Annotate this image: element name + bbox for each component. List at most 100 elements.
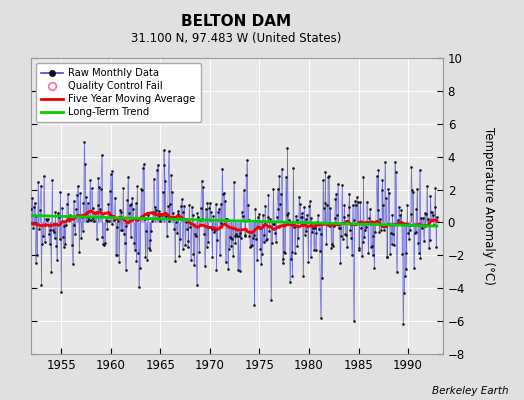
Point: [232, 231, 241, 237]
Point: [193, 210, 202, 216]
Point: [78, 214, 86, 220]
Point: [182, 219, 190, 225]
Point: [373, 173, 381, 180]
Point: [392, 269, 401, 276]
Point: [343, 244, 351, 251]
Point: [433, 214, 441, 220]
Point: [324, 174, 332, 180]
Point: [172, 219, 180, 225]
Point: [48, 177, 56, 183]
Point: [212, 201, 220, 207]
Point: [73, 192, 81, 198]
Point: [191, 231, 199, 238]
Point: [204, 239, 212, 245]
Point: [305, 198, 314, 204]
Point: [69, 261, 77, 268]
Point: [63, 200, 71, 207]
Point: [250, 302, 259, 308]
Point: [136, 215, 145, 221]
Point: [176, 236, 184, 242]
Point: [198, 178, 206, 184]
Point: [265, 228, 274, 234]
Point: [402, 250, 411, 256]
Point: [175, 252, 183, 259]
Point: [282, 174, 290, 180]
Point: [46, 241, 54, 247]
Point: [160, 162, 169, 168]
Point: [355, 247, 364, 253]
Point: [309, 224, 318, 231]
Point: [225, 233, 234, 240]
Point: [269, 186, 278, 192]
Point: [216, 200, 225, 207]
Point: [107, 221, 116, 227]
Point: [429, 212, 437, 218]
Point: [66, 217, 74, 224]
Point: [274, 186, 282, 192]
Point: [192, 233, 200, 240]
Point: [278, 260, 287, 266]
Point: [410, 264, 418, 271]
Point: [75, 249, 83, 255]
Point: [106, 188, 114, 195]
Point: [152, 207, 160, 214]
Point: [188, 212, 196, 218]
Point: [423, 182, 431, 189]
Point: [272, 239, 280, 245]
Point: [218, 166, 226, 172]
Point: [83, 199, 92, 206]
Point: [387, 241, 396, 247]
Point: [245, 233, 254, 239]
Point: [318, 275, 326, 282]
Point: [263, 236, 271, 242]
Point: [109, 213, 117, 219]
Point: [51, 209, 60, 215]
Point: [235, 233, 243, 240]
Point: [346, 227, 354, 233]
Point: [179, 209, 188, 215]
Point: [364, 219, 372, 225]
Point: [130, 247, 139, 254]
Point: [376, 215, 384, 222]
Point: [419, 215, 427, 222]
Point: [97, 152, 106, 158]
Point: [421, 222, 430, 229]
Point: [411, 229, 420, 236]
Point: [84, 214, 93, 221]
Point: [252, 236, 260, 242]
Point: [178, 246, 187, 252]
Point: [174, 208, 183, 214]
Point: [120, 231, 128, 238]
Point: [281, 250, 289, 256]
Point: [244, 202, 252, 208]
Point: [397, 207, 406, 214]
Point: [184, 238, 192, 244]
Point: [111, 195, 119, 202]
Point: [345, 191, 354, 197]
Point: [351, 198, 359, 204]
Point: [187, 256, 195, 263]
Point: [362, 223, 370, 230]
Point: [89, 205, 97, 211]
Point: [344, 204, 353, 210]
Point: [368, 252, 377, 259]
Point: [180, 202, 189, 209]
Point: [147, 228, 156, 234]
Point: [79, 228, 87, 234]
Point: [286, 279, 294, 285]
Point: [59, 244, 68, 250]
Point: [380, 227, 388, 233]
Point: [397, 218, 405, 225]
Point: [56, 236, 64, 243]
Point: [122, 223, 130, 230]
Point: [63, 191, 72, 197]
Point: [342, 232, 351, 238]
Point: [348, 252, 356, 258]
Point: [227, 243, 235, 250]
Point: [401, 266, 410, 272]
Point: [278, 166, 286, 172]
Point: [297, 214, 305, 220]
Point: [102, 217, 110, 224]
Point: [413, 186, 421, 192]
Point: [37, 282, 46, 288]
